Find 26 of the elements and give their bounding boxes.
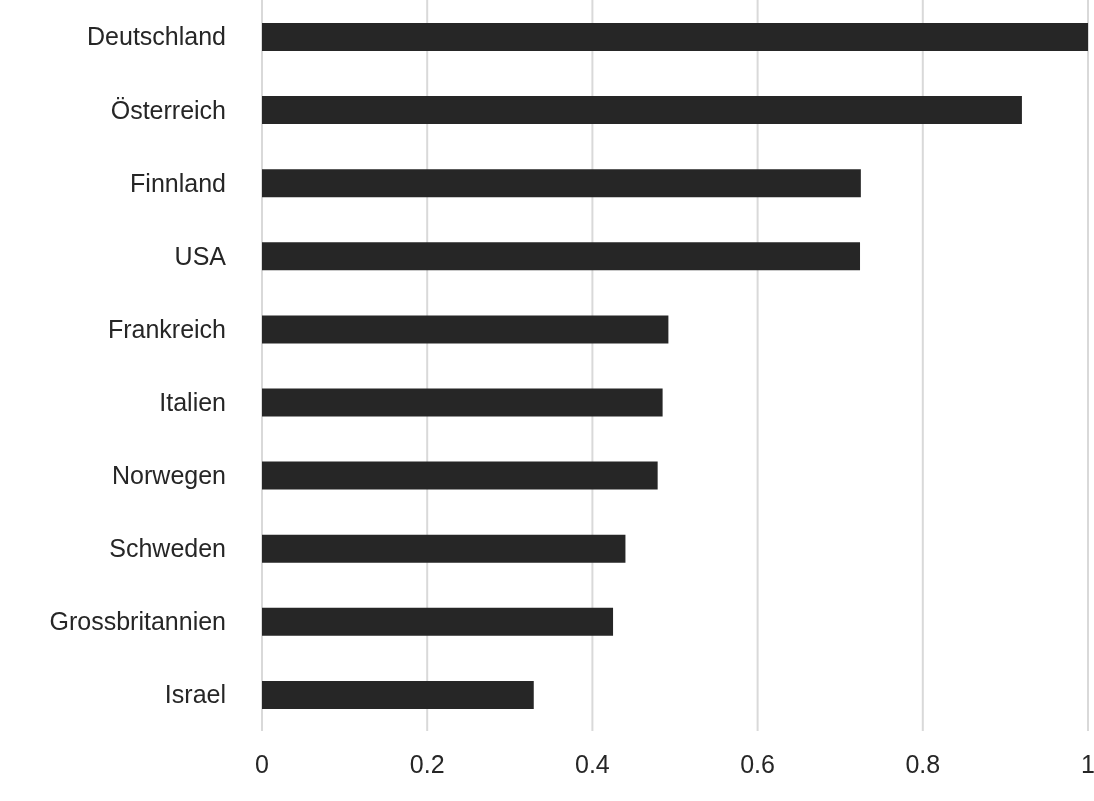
y-tick-label: Norwegen bbox=[112, 461, 226, 490]
bar bbox=[262, 96, 1022, 125]
bar bbox=[262, 388, 663, 417]
y-tick-label: Deutschland bbox=[87, 22, 226, 51]
x-tick-label: 0.6 bbox=[740, 749, 775, 778]
bar bbox=[262, 534, 626, 563]
y-tick-label: Italien bbox=[159, 387, 226, 416]
bar bbox=[262, 680, 534, 709]
bar bbox=[262, 242, 861, 271]
bar bbox=[262, 461, 658, 490]
y-tick-label: Israel bbox=[164, 680, 226, 709]
x-tick-label: 0.8 bbox=[905, 749, 941, 778]
y-tick-label: Grossbritannien bbox=[49, 607, 226, 636]
y-tick-label: Österreich bbox=[110, 95, 226, 124]
x-tick-label: 0 bbox=[255, 749, 269, 778]
bar bbox=[262, 23, 1088, 51]
x-tick-label: 1 bbox=[1081, 749, 1094, 778]
y-tick-label: USA bbox=[174, 241, 227, 270]
x-tick-label: 0.2 bbox=[409, 749, 445, 778]
y-tick-label: Schweden bbox=[109, 534, 226, 563]
bar bbox=[262, 169, 861, 198]
x-tick-label: 0.4 bbox=[575, 749, 610, 778]
y-tick-label: Frankreich bbox=[107, 314, 226, 343]
bar bbox=[262, 315, 669, 344]
y-tick-label: Finnland bbox=[130, 168, 226, 197]
bar bbox=[262, 607, 614, 636]
